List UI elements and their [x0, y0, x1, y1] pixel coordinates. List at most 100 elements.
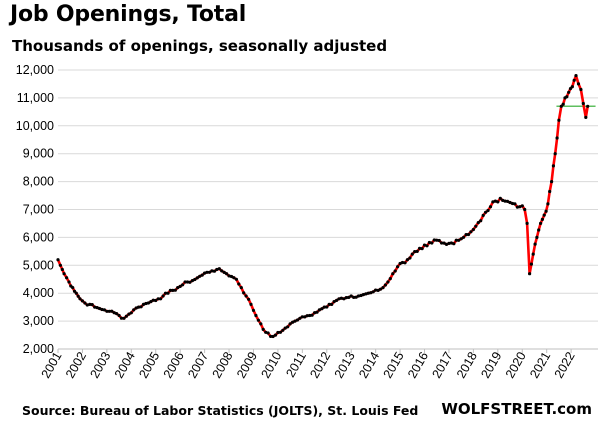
- data-point: [107, 309, 111, 313]
- x-tick-label: 2009: [234, 349, 260, 380]
- data-point: [466, 232, 471, 237]
- x-tick-label: 2010: [258, 349, 284, 380]
- data-point: [361, 293, 365, 297]
- data-point: [570, 85, 574, 89]
- data-point: [518, 205, 522, 209]
- data-point: [498, 196, 502, 200]
- data-point: [65, 276, 69, 280]
- x-tick-label: 2018: [454, 349, 480, 380]
- data-point: [430, 241, 434, 245]
- data-point: [413, 250, 417, 254]
- data-point: [337, 297, 341, 301]
- data-point: [452, 242, 456, 246]
- data-point: [102, 308, 106, 312]
- data-point: [166, 291, 170, 295]
- data-point: [288, 322, 292, 326]
- data-point: [510, 201, 515, 206]
- data-point: [278, 330, 282, 334]
- data-point: [581, 101, 585, 106]
- data-point: [139, 305, 143, 309]
- data-point: [486, 208, 490, 213]
- data-point: [393, 269, 397, 273]
- data-point: [462, 235, 466, 239]
- data-point: [422, 243, 427, 247]
- data-point: [457, 238, 461, 242]
- data-point: [259, 322, 263, 326]
- data-point: [212, 269, 216, 273]
- data-point: [134, 306, 138, 310]
- data-point: [548, 189, 552, 194]
- y-tick-label: 11,000: [17, 91, 54, 105]
- data-point: [444, 242, 449, 246]
- data-point: [283, 326, 287, 330]
- source-note: Source: Bureau of Labor Statistics (JOLT…: [22, 403, 419, 418]
- series-line: [56, 74, 589, 338]
- data-point: [523, 207, 527, 212]
- data-point: [432, 238, 436, 242]
- data-point: [559, 104, 563, 108]
- data-point: [557, 118, 561, 122]
- data-point: [205, 270, 209, 274]
- data-point: [529, 262, 534, 266]
- x-tick-label: 2003: [87, 349, 113, 380]
- data-point: [122, 316, 126, 320]
- data-point: [261, 327, 265, 331]
- data-point: [378, 287, 383, 291]
- data-point: [225, 272, 229, 276]
- data-point: [83, 301, 87, 305]
- data-point: [232, 276, 236, 280]
- data-point: [310, 313, 314, 317]
- x-tick-label: 2013: [332, 349, 358, 380]
- data-point: [100, 307, 104, 312]
- x-tick-label: 2004: [112, 349, 138, 380]
- data-point: [503, 199, 507, 203]
- data-point: [58, 263, 63, 267]
- data-point: [325, 305, 329, 309]
- brand-logo-text: WOLFSTREET.com: [441, 400, 592, 418]
- data-point: [342, 297, 346, 301]
- data-point: [371, 290, 375, 294]
- y-tick-label: 2,000: [23, 342, 54, 356]
- data-point: [271, 334, 275, 339]
- data-point: [78, 297, 82, 301]
- data-point: [525, 221, 529, 225]
- data-point: [251, 308, 256, 312]
- data-point: [256, 318, 260, 322]
- data-point: [313, 311, 317, 315]
- data-point: [469, 230, 473, 234]
- data-point: [520, 204, 524, 208]
- data-point: [447, 241, 451, 245]
- data-point: [471, 227, 475, 232]
- data-point: [400, 260, 405, 265]
- data-point: [354, 295, 358, 299]
- data-point: [315, 310, 319, 314]
- data-point: [305, 314, 309, 318]
- data-point: [464, 233, 468, 237]
- y-tick-label: 6,000: [23, 230, 54, 244]
- data-point: [322, 305, 326, 309]
- data-point: [386, 280, 390, 284]
- data-point: [154, 298, 158, 303]
- data-point: [178, 284, 182, 288]
- data-point: [85, 303, 89, 307]
- data-point: [327, 302, 331, 306]
- data-point: [62, 272, 66, 276]
- data-point: [561, 102, 565, 106]
- data-point: [308, 313, 312, 318]
- data-point: [565, 95, 569, 99]
- data-point: [80, 299, 84, 303]
- data-point: [151, 298, 155, 302]
- data-point: [171, 288, 175, 292]
- data-point: [295, 318, 300, 322]
- data-point: [176, 286, 180, 290]
- data-point: [93, 305, 97, 309]
- data-point: [484, 210, 488, 214]
- data-point: [488, 205, 493, 209]
- data-point: [574, 74, 578, 78]
- data-point: [56, 258, 60, 262]
- data-point: [127, 312, 131, 316]
- data-point: [347, 295, 351, 299]
- data-point: [369, 291, 373, 295]
- data-point: [137, 305, 141, 309]
- data-point: [159, 297, 163, 301]
